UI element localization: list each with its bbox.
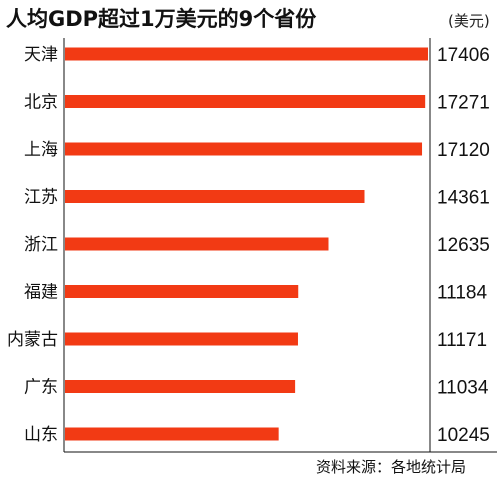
value-label: 10245	[437, 425, 490, 446]
bar	[65, 190, 365, 203]
bar	[65, 285, 299, 298]
value-labels-layer: 17406 17271 17120 14361 12635 11184 11171 11034…	[437, 45, 490, 446]
bars-layer	[65, 47, 428, 441]
source-note: 资料来源：各地统计局	[316, 458, 466, 476]
category-label: 山东	[24, 425, 58, 445]
category-label: 北京	[24, 93, 58, 113]
category-label: 浙江	[24, 235, 58, 255]
bar	[65, 427, 279, 441]
category-label: 天津	[24, 45, 58, 65]
bar	[65, 142, 423, 156]
category-label: 广东	[24, 378, 58, 398]
bar	[65, 332, 298, 346]
category-label: 江苏	[24, 188, 58, 208]
value-label: 17406	[437, 45, 490, 66]
unit-label: (美元)	[448, 12, 490, 30]
value-label: 14361	[437, 188, 490, 209]
chart-title: 人均GDP超过1万美元的9个省份	[6, 7, 317, 31]
bar	[65, 237, 329, 251]
category-label: 福建	[24, 283, 58, 303]
value-label: 17271	[437, 93, 490, 114]
value-label: 12635	[437, 235, 490, 256]
value-label: 17120	[437, 140, 490, 161]
value-label: 11184	[437, 283, 487, 304]
value-label: 11034	[437, 378, 489, 399]
bar	[65, 380, 296, 393]
bar	[65, 95, 426, 108]
category-label: 内蒙古	[7, 330, 58, 350]
category-label: 上海	[24, 140, 58, 160]
bar	[65, 47, 428, 61]
value-label: 11171	[437, 330, 487, 351]
